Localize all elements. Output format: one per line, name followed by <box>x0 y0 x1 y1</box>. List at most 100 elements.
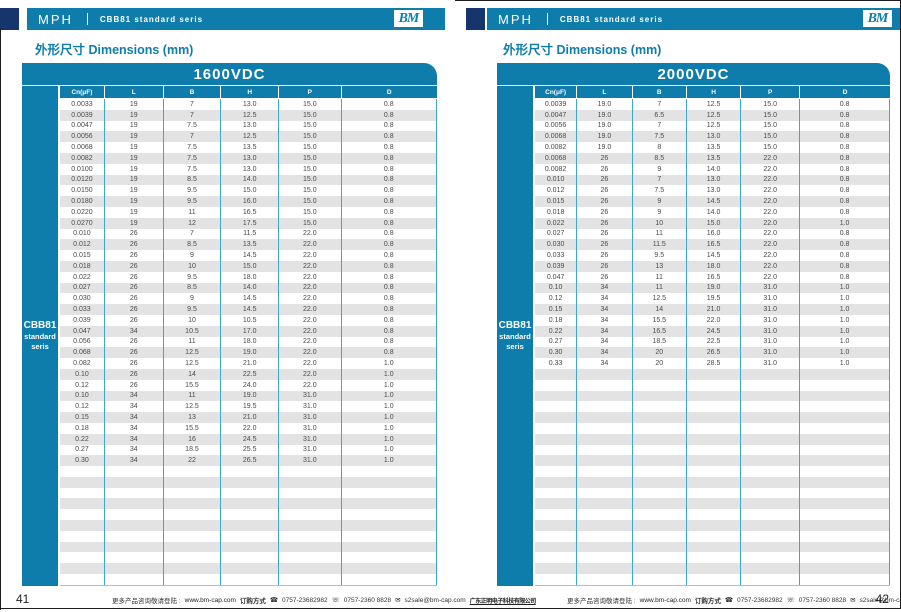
email-address[interactable]: s2sale@bm-cap.com <box>859 596 901 604</box>
table-cell: 0.8 <box>800 152 890 164</box>
phone-number: 0757-23682982 <box>282 596 328 604</box>
table-cell <box>633 466 687 477</box>
table-cell <box>741 520 801 531</box>
table-cell <box>800 520 890 531</box>
table-row: 0.10 34 11 19.0 31.0 1.0 <box>535 282 890 294</box>
table-cell: 12.5 <box>221 109 279 121</box>
table-cell <box>741 390 801 402</box>
email-address[interactable]: s2sale@bm-cap.com <box>404 596 466 604</box>
table-cell <box>741 487 801 499</box>
table-cell: 22.0 <box>741 185 801 197</box>
table-row: 0.033 26 9.5 14.5 22.0 0.8 <box>60 304 437 315</box>
table-cell <box>800 574 890 585</box>
table-row-empty <box>535 368 890 380</box>
table-cell <box>633 563 687 575</box>
table-cell: 26 <box>105 228 164 240</box>
voltage-banner: 1600VDC <box>22 63 437 85</box>
table-cell: 16.5 <box>221 206 279 218</box>
table-cell <box>221 476 279 488</box>
table-cell <box>633 541 687 553</box>
website-link[interactable]: www.bm-cap.com <box>184 596 236 604</box>
table-cell <box>741 455 801 467</box>
table-row-empty <box>60 563 437 575</box>
table-cell: 26 <box>105 368 164 380</box>
table-cell: 0.8 <box>800 250 890 261</box>
table-cell: 19 <box>105 131 164 143</box>
frame-border-bottom <box>0 608 901 609</box>
table-cell: 26 <box>577 271 633 283</box>
table-row: 0.18 34 15.5 22.0 31.0 1.0 <box>60 422 437 434</box>
table-cell: 0.8 <box>800 109 890 121</box>
table-cell: 0.012 <box>535 185 578 197</box>
table-row-empty <box>535 487 890 499</box>
column-header-d: D <box>800 86 890 98</box>
navy-accent-block <box>466 8 485 30</box>
table-cell <box>741 563 801 575</box>
table-cell: 0.056 <box>60 336 105 348</box>
table-cell: 26 <box>577 163 633 175</box>
table-row: 0.0047 19 7.5 13.0 15.0 0.8 <box>60 120 437 132</box>
table-cell <box>577 487 633 499</box>
table-cell <box>741 552 801 564</box>
sidebar-line: standard <box>499 332 531 342</box>
table-cell: 0.0039 <box>60 109 105 121</box>
table-cell: 14.5 <box>687 196 742 207</box>
table-cell <box>535 563 578 575</box>
table-cell: 15.5 <box>164 422 222 434</box>
brand-text: MPH <box>38 11 73 27</box>
table-cell: 22.0 <box>279 304 342 315</box>
table-cell <box>800 552 890 564</box>
table-columns: Cn(μF) L B H P D 0.0033 19 7 13.0 15.0 0.8 0.0… <box>60 86 437 586</box>
table-cell <box>577 390 633 402</box>
table-cell <box>535 390 578 402</box>
page-right: MPH CBB81 standard seris BM 外形尺寸 Dimensi… <box>455 0 901 612</box>
table-cell <box>164 476 222 488</box>
table-cell: 0.0068 <box>535 152 578 164</box>
table-cell: 0.039 <box>535 260 578 272</box>
table-cell: 0.8 <box>800 271 890 283</box>
table-cell <box>164 530 222 542</box>
table-cell: 11 <box>633 228 687 240</box>
table-cell: 0.8 <box>800 228 890 240</box>
table-cell: 34 <box>105 390 164 402</box>
table-cell <box>741 422 801 434</box>
table-cell <box>741 509 801 521</box>
sidebar-line: CBB81 <box>23 320 57 332</box>
section-title: 外形尺寸 Dimensions (mm) <box>503 43 662 57</box>
table-cell: 19.0 <box>577 99 633 110</box>
table-cell: 19.0 <box>577 120 633 132</box>
table-cell <box>633 433 687 445</box>
table-cell <box>60 541 105 553</box>
table-cell: 22.0 <box>741 206 801 218</box>
table-cell: 0.030 <box>60 293 105 305</box>
table-row-empty <box>535 520 890 531</box>
table-cell <box>342 574 437 585</box>
series-sidebar: CBB81 standard seris <box>497 86 533 586</box>
table-cell <box>279 498 342 510</box>
fax-icon: ☏ <box>786 596 795 604</box>
website-link[interactable]: www.bm-cap.com <box>639 596 691 604</box>
table-cell: 0.12 <box>535 293 578 305</box>
table-cell: 19 <box>105 206 164 218</box>
table-cell: 0.10 <box>535 282 578 294</box>
table-row-empty <box>535 574 890 585</box>
order-label: 订购方式 <box>239 598 266 605</box>
column-header-h: H <box>686 86 742 98</box>
table-cell <box>633 422 687 434</box>
table-cell <box>164 466 222 477</box>
table-cell: 1.0 <box>800 347 890 359</box>
table-cell: 15.0 <box>279 196 342 207</box>
table-cell: 1.0 <box>800 304 890 315</box>
table-cell: 0.15 <box>60 412 105 423</box>
table-cell: 0.027 <box>535 228 578 240</box>
table-cell <box>221 574 279 585</box>
table-cell: 25.5 <box>221 444 279 456</box>
table-cell <box>633 379 687 391</box>
table-row: 0.082 26 12.5 21.0 22.0 1.0 <box>60 358 437 369</box>
table-cell <box>800 530 890 542</box>
table-row-empty <box>60 541 437 553</box>
table-row-empty <box>60 498 437 510</box>
table-cell: 15.0 <box>741 109 801 121</box>
column-header-l: L <box>577 86 633 98</box>
table-cell: 22.0 <box>279 282 342 294</box>
